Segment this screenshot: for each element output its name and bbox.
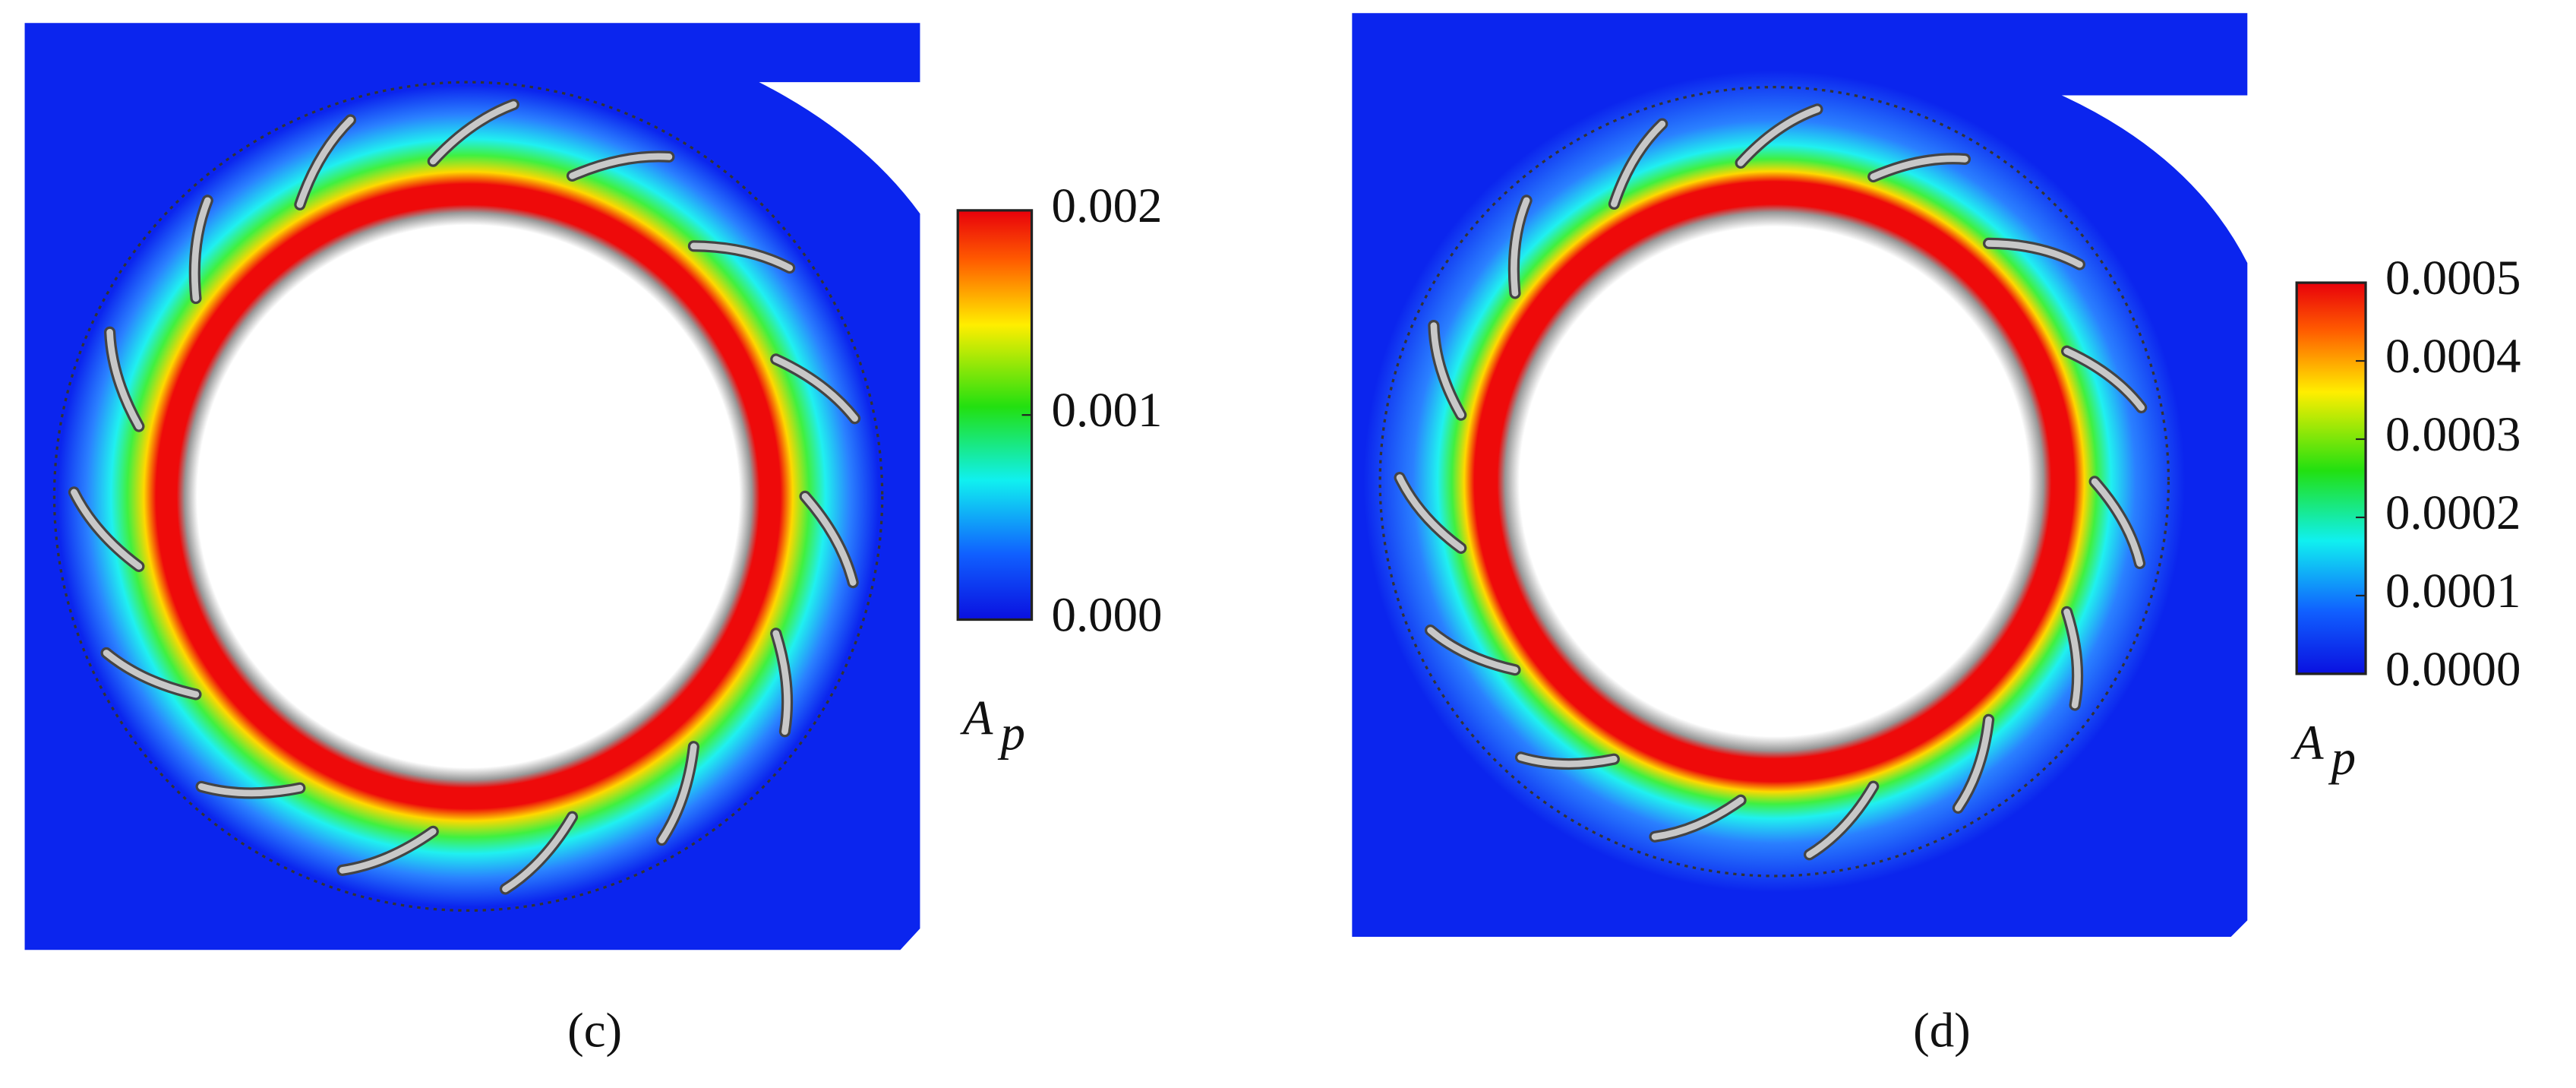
- blade: [502, 813, 576, 893]
- tick-label: 0.0002: [2385, 485, 2521, 540]
- blade: [71, 489, 143, 570]
- contour-d: [1352, 13, 2248, 937]
- blade: [1985, 240, 2083, 268]
- tick-label: 0.002: [1052, 179, 1163, 233]
- tick-label: 0.0000: [2385, 642, 2521, 697]
- tick-label: 0.0005: [2385, 251, 2521, 305]
- blade: [106, 328, 143, 430]
- tick-label: 0.0003: [2385, 407, 2521, 462]
- colorbar-title-subscript: p: [2328, 731, 2356, 786]
- blade: [191, 197, 211, 302]
- blade: [197, 783, 304, 797]
- blade: [1806, 783, 1877, 859]
- blade: [690, 242, 794, 271]
- tick-label: 0.0004: [2385, 329, 2521, 384]
- blade: [339, 828, 437, 874]
- contour-c: [24, 23, 920, 950]
- blade: [1430, 322, 1465, 419]
- blade: [296, 116, 354, 208]
- blade: [2091, 478, 2143, 567]
- colorbar-title: A: [960, 691, 993, 746]
- blade: [1427, 627, 1519, 674]
- blade: [1611, 120, 1666, 207]
- colorbar: 0.002 0.001 0.000 A p: [956, 179, 1163, 761]
- colorbar: 0.0005 0.0004 0.0003 0.0002 0.0001 0.0000 A p: [2290, 251, 2521, 786]
- tick-label: 0.000: [1052, 587, 1163, 642]
- blade: [1870, 155, 1968, 180]
- blade: [1517, 754, 1618, 767]
- blade: [1737, 106, 1821, 166]
- blade: [103, 650, 200, 698]
- blade: [801, 492, 857, 586]
- colorbar-scale: [2295, 281, 2367, 675]
- blade: [1651, 796, 1744, 840]
- blade: [1955, 716, 1992, 811]
- blade: [569, 153, 673, 179]
- blade: [772, 630, 791, 735]
- blade: [2063, 609, 2081, 709]
- colorbar-title: A: [2290, 716, 2324, 770]
- blade: [1396, 474, 1465, 552]
- panel-label: (d): [1913, 1004, 1971, 1058]
- blade: [658, 743, 697, 843]
- blade: [429, 101, 517, 165]
- tick-label: 0.0001: [2385, 564, 2521, 618]
- panel-label: (c): [567, 1004, 622, 1058]
- blade: [772, 356, 858, 422]
- colorbar-title-subscript: p: [997, 706, 1024, 761]
- blade: [1511, 197, 1530, 297]
- blade: [2063, 347, 2145, 411]
- tick-label: 0.001: [1052, 383, 1163, 438]
- colorbar-scale: [956, 209, 1034, 621]
